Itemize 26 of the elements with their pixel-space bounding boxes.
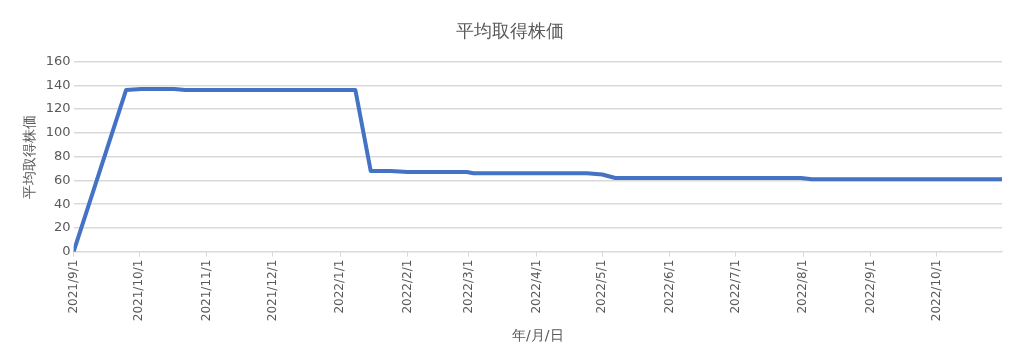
x-tick-label: 2022/1/1 — [332, 259, 347, 314]
x-tick-label: 2021/11/1 — [198, 259, 213, 322]
x-tick-label: 2022/4/1 — [528, 259, 543, 314]
y-tick-label: 60 — [54, 171, 71, 187]
y-tick-label: 120 — [45, 100, 71, 116]
y-tick-label: 80 — [54, 148, 71, 164]
x-tick-label: 2022/9/1 — [863, 259, 878, 314]
x-tick-label: 2022/2/1 — [399, 259, 414, 314]
x-tick-label: 2021/9/1 — [65, 259, 80, 314]
x-tick-label: 2022/10/1 — [928, 259, 943, 322]
y-tick-label: 100 — [45, 124, 71, 140]
y-tick-label: 20 — [54, 219, 71, 235]
x-tick-label: 2021/10/1 — [131, 259, 146, 322]
y-tick-label: 160 — [45, 52, 71, 68]
x-tick-label: 2022/3/1 — [461, 259, 476, 314]
x-axis-title: 年/月/日 — [512, 327, 564, 344]
y-tick-label: 140 — [45, 76, 71, 92]
y-axis-title: 平均取得株価 — [21, 114, 38, 199]
x-tick-label: 2022/5/1 — [594, 259, 609, 314]
x-tick-label: 2022/7/1 — [727, 259, 742, 314]
y-tick-label: 0 — [62, 243, 71, 259]
chart-title: 平均取得株価 — [456, 20, 564, 42]
x-tick-label: 2022/6/1 — [662, 259, 677, 314]
x-tick-label: 2022/8/1 — [795, 259, 810, 314]
y-tick-label: 40 — [54, 195, 71, 211]
x-tick-label: 2021/12/1 — [264, 259, 279, 322]
